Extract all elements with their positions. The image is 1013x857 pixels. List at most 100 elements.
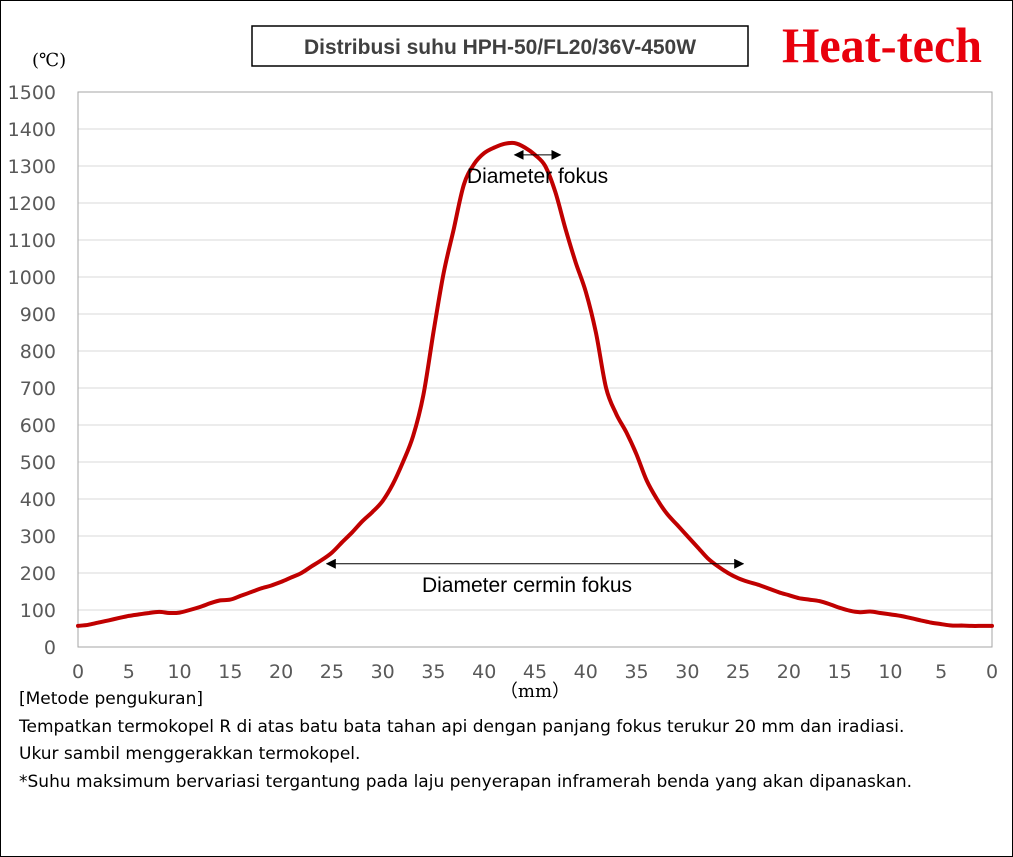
x-tick-label: 0	[72, 661, 84, 683]
data-point	[939, 622, 943, 626]
notes-heading: [Metode pengukuran]	[19, 689, 203, 709]
x-tick-label: 15	[828, 661, 852, 683]
chart-title: Distribusi suhu HPH-50/FL20/36V-450W	[304, 36, 696, 59]
data-point	[482, 151, 486, 155]
notes-line-3: *Suhu maksimum bervariasi tergantung pad…	[19, 771, 913, 792]
data-point	[503, 142, 506, 146]
measurement-notes: [Metode pengukuran] Tempatkan termokopel…	[19, 686, 912, 796]
x-tick-label: 35	[624, 661, 648, 683]
data-point	[726, 571, 730, 575]
data-point	[330, 551, 334, 554]
x-tick-label: 30	[675, 661, 699, 683]
x-tick-label: 40	[574, 661, 598, 683]
y-axis-unit-label: (℃)	[32, 50, 66, 71]
data-point	[757, 583, 760, 587]
data-point	[310, 564, 313, 568]
data-point	[604, 386, 608, 390]
x-tick-label: 30	[371, 661, 395, 683]
data-point	[706, 556, 709, 560]
data-point	[990, 624, 994, 628]
y-tick-label: 1500	[8, 82, 56, 104]
data-point	[86, 623, 90, 627]
data-point	[807, 598, 811, 601]
notes-line-2: Ukur sambil menggerakkan termokopel.	[19, 744, 361, 764]
y-tick-label: 1200	[8, 193, 56, 215]
data-point	[665, 512, 669, 516]
data-point	[594, 331, 598, 334]
annotations: Diameter fokus Diameter cermin fokus	[325, 149, 745, 597]
data-point	[289, 576, 293, 579]
x-tick-label: 10	[878, 661, 902, 683]
data-point	[523, 146, 527, 149]
y-tick-label: 1400	[8, 119, 56, 141]
data-point	[878, 611, 882, 615]
y-tick-label: 700	[20, 378, 56, 400]
y-tick-label: 1000	[8, 267, 56, 289]
data-point	[777, 590, 781, 594]
data-point	[239, 594, 242, 598]
data-point	[300, 571, 303, 575]
data-point	[797, 596, 801, 600]
x-tick-label: 5	[123, 661, 135, 683]
data-point	[493, 146, 496, 149]
data-point	[147, 611, 151, 615]
grid-lines	[78, 128, 992, 611]
data-point	[107, 619, 110, 622]
data-point	[716, 564, 720, 568]
data-point	[950, 624, 953, 627]
data-point	[117, 616, 120, 620]
data-point	[279, 580, 283, 584]
x-tick-label: 35	[421, 661, 445, 683]
data-point	[340, 540, 344, 544]
data-point	[168, 611, 171, 615]
data-point	[259, 587, 263, 590]
title-box	[251, 25, 749, 67]
y-tick-label: 500	[20, 452, 56, 474]
data-point	[635, 453, 638, 456]
data-point	[381, 499, 385, 503]
data-point	[574, 260, 577, 264]
x-tick-label: 15	[218, 661, 242, 683]
data-point	[553, 190, 557, 194]
y-tick-label: 1100	[8, 230, 56, 252]
data-point	[818, 599, 821, 603]
y-axis-ticks: 0 100 200 300 400 500 600 700 800 900 1000 1100 1200…	[8, 82, 56, 659]
y-tick-label: 1300	[8, 156, 56, 178]
data-point	[320, 558, 324, 562]
data-point	[411, 434, 415, 438]
data-point	[157, 610, 161, 614]
data-point	[696, 545, 699, 549]
data-point	[421, 394, 425, 397]
data-point	[543, 164, 547, 168]
data-point	[838, 606, 842, 610]
data-point	[198, 605, 202, 609]
y-tick-label: 900	[20, 304, 56, 326]
data-point	[208, 601, 212, 605]
data-point	[228, 598, 232, 601]
annotation-label-0: Diameter fokus	[467, 165, 608, 188]
data-point	[442, 271, 445, 275]
data-point	[655, 497, 659, 501]
data-point	[980, 624, 984, 628]
data-point	[178, 611, 182, 614]
data-point	[513, 141, 517, 145]
y-tick-label: 600	[20, 415, 56, 437]
data-point	[960, 624, 963, 627]
data-point	[188, 608, 192, 612]
y-tick-label: 100	[20, 600, 56, 622]
data-point	[462, 183, 466, 186]
x-tick-label: 25	[320, 661, 344, 683]
data-point	[868, 610, 872, 613]
data-point	[685, 534, 689, 538]
x-tick-label: 5	[935, 661, 947, 683]
series-layer	[76, 140, 994, 628]
x-tick-label: 10	[167, 661, 191, 683]
data-point	[828, 602, 831, 606]
data-point	[675, 523, 679, 527]
x-tick-label: 0	[986, 661, 998, 683]
data-point	[919, 619, 923, 622]
y-tick-label: 300	[20, 526, 56, 548]
data-point	[127, 614, 131, 618]
data-point	[970, 624, 974, 628]
